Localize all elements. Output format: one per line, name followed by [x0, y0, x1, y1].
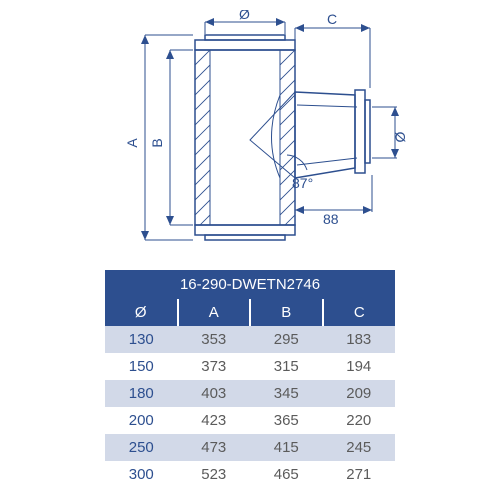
- cell-c: 220: [323, 407, 396, 434]
- col-diam: Ø: [105, 299, 178, 326]
- cell-a: 353: [178, 326, 251, 353]
- cell-a: 373: [178, 353, 251, 380]
- col-b: B: [250, 299, 323, 326]
- cell-a: 523: [178, 461, 251, 488]
- cell-c: 183: [323, 326, 396, 353]
- table-row: 250473415245: [105, 434, 395, 461]
- table-row: 300523465271: [105, 461, 395, 488]
- dim-a-label: A: [124, 138, 140, 148]
- cell-diam: 250: [105, 434, 178, 461]
- dimensions-table: 16-290-DWETN2746 Ø A B C 130353295183150…: [105, 270, 395, 488]
- cell-b: 465: [250, 461, 323, 488]
- cell-b: 345: [250, 380, 323, 407]
- table-row: 130353295183: [105, 326, 395, 353]
- cell-c: 209: [323, 380, 396, 407]
- dim-b-label: B: [149, 138, 165, 147]
- cell-a: 403: [178, 380, 251, 407]
- technical-diagram: 87° A B Ø C Ø: [75, 10, 425, 260]
- cell-c: 245: [323, 434, 396, 461]
- col-c: C: [323, 299, 396, 326]
- cell-c: 194: [323, 353, 396, 380]
- angle-label: 87°: [292, 175, 313, 191]
- dim-diam-side-label: Ø: [392, 131, 408, 142]
- cell-diam: 200: [105, 407, 178, 434]
- cell-b: 415: [250, 434, 323, 461]
- cell-b: 365: [250, 407, 323, 434]
- cell-c: 271: [323, 461, 396, 488]
- cell-diam: 180: [105, 380, 178, 407]
- table-header-row: Ø A B C: [105, 299, 395, 326]
- cell-diam: 150: [105, 353, 178, 380]
- cell-b: 315: [250, 353, 323, 380]
- cell-diam: 300: [105, 461, 178, 488]
- col-a: A: [178, 299, 251, 326]
- cell-b: 295: [250, 326, 323, 353]
- cell-a: 423: [178, 407, 251, 434]
- cell-diam: 130: [105, 326, 178, 353]
- dim-offset-label: 88: [323, 211, 339, 227]
- table-row: 150373315194: [105, 353, 395, 380]
- table-row: 200423365220: [105, 407, 395, 434]
- cell-a: 473: [178, 434, 251, 461]
- dim-c-label: C: [327, 11, 337, 27]
- table-title: 16-290-DWETN2746: [105, 270, 395, 299]
- table-row: 180403345209: [105, 380, 395, 407]
- dim-diam-top-label: Ø: [239, 10, 250, 22]
